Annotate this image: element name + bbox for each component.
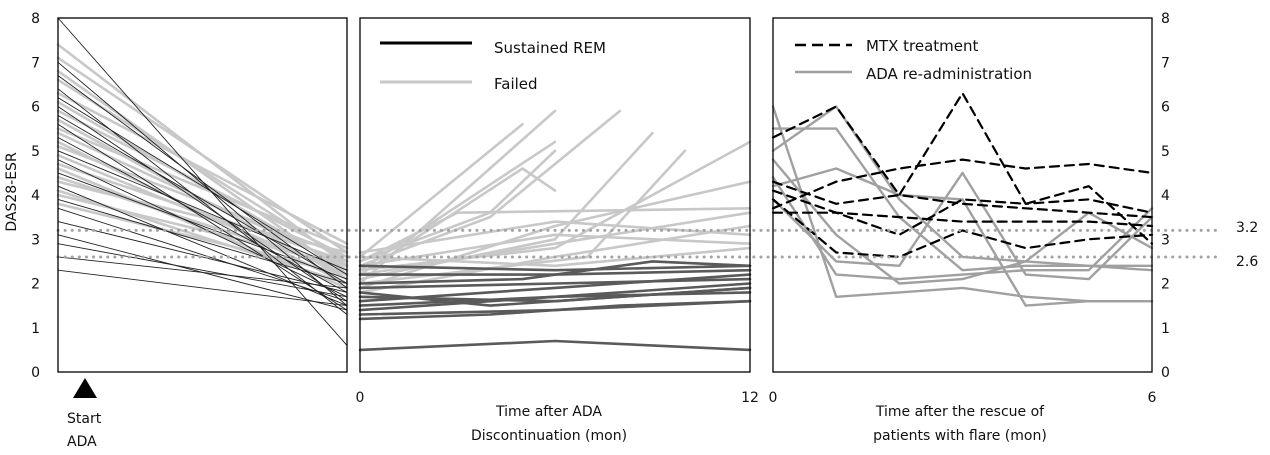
- series-line-start-baseline-19: [57, 269, 348, 307]
- panel2-xlabel-line2: Discontinuation (mon): [471, 428, 627, 444]
- series-line-discontinuation-sustained-7: [358, 282, 752, 312]
- series-line-rescue-ada_re-8: [771, 105, 1154, 267]
- series-line-start-baseline-4: [57, 97, 348, 276]
- legend-mtx-label: MTX treatment: [866, 37, 979, 55]
- series-line-start-failed-38: [56, 193, 349, 268]
- series-line-rescue-ada_re-11: [771, 167, 1154, 307]
- y-tick-left-6: 6: [31, 100, 40, 116]
- series-line-discontinuation-failed-20: [358, 140, 752, 272]
- y-tick-left-1: 1: [31, 321, 40, 337]
- y-tick-left-7: 7: [31, 55, 40, 71]
- panel-frame-2: [359, 17, 751, 373]
- panel3-xlabel-line1: Time after the rescue of: [875, 404, 1045, 420]
- series-lines: [56, 17, 1154, 352]
- y-tick-right-1: 1: [1161, 321, 1170, 337]
- series-line-rescue-mtx-5: [771, 198, 1154, 258]
- series-line-discontinuation-sustained-9: [358, 299, 752, 321]
- series-line-rescue-mtx-4: [771, 211, 1154, 228]
- series-line-start-baseline-14: [57, 207, 348, 302]
- series-line-rescue-mtx-2: [771, 158, 1154, 210]
- y-tick-left-5: 5: [31, 144, 40, 160]
- ref-label-3-2: 3.2: [1236, 220, 1258, 236]
- series-line-discontinuation-sustained-8: [358, 286, 752, 307]
- ref-label-2-6: 2.6: [1236, 254, 1258, 270]
- series-line-rescue-mtx-1: [771, 180, 1154, 219]
- x-tick-rescue-6: 6: [1148, 390, 1157, 406]
- y-tick-right-3: 3: [1161, 232, 1170, 248]
- y-tick-left-8: 8: [31, 11, 40, 27]
- series-line-start-baseline-8: [57, 137, 348, 293]
- legend-sustained-label: Sustained REM: [494, 39, 606, 57]
- series-line-rescue-ada_re-10: [771, 171, 1154, 281]
- start-marker-triangle: [73, 378, 97, 398]
- series-line-start-baseline-15: [57, 221, 348, 293]
- y-tick-right-0: 0: [1161, 365, 1170, 381]
- series-line-start-baseline-13: [57, 198, 348, 284]
- series-line-discontinuation-sustained-6: [358, 264, 752, 272]
- legend-ada-re-label: ADA re-administration: [866, 65, 1032, 83]
- series-line-start-baseline-17: [57, 243, 348, 298]
- y-tick-left-2: 2: [31, 277, 40, 293]
- start-label-line2: ADA: [67, 434, 97, 450]
- series-line-start-baseline-11: [57, 172, 348, 280]
- series-line-rescue-mtx-0: [771, 92, 1154, 214]
- series-line-discontinuation-sustained-4: [358, 277, 752, 290]
- series-line-start-baseline-6: [57, 114, 348, 284]
- series-line-discontinuation-failed-15: [358, 167, 557, 276]
- y-axis-label: DAS28-ESR: [4, 152, 20, 232]
- series-line-discontinuation-failed-17: [358, 109, 622, 268]
- y-tick-right-8: 8: [1161, 11, 1170, 27]
- series-line-discontinuation-failed-27: [358, 233, 752, 268]
- series-line-start-baseline-3: [57, 88, 348, 315]
- y-tick-left-0: 0: [31, 365, 40, 381]
- series-line-rescue-ada_re-9: [771, 176, 1154, 281]
- y-tick-right-6: 6: [1161, 100, 1170, 116]
- y-tick-right-4: 4: [1161, 188, 1170, 204]
- series-line-start-baseline-5: [57, 106, 348, 302]
- series-line-discontinuation-failed-23: [358, 220, 752, 254]
- series-line-discontinuation-failed-25: [358, 246, 752, 268]
- reference-lines: [56, 228, 1224, 259]
- panel-frame-1: [57, 17, 348, 373]
- series-line-start-baseline-1: [57, 61, 348, 307]
- series-line-start-baseline-18: [57, 256, 348, 289]
- y-tick-right-2: 2: [1161, 277, 1170, 293]
- y-tick-left-4: 4: [31, 188, 40, 204]
- x-tick-discontinuation-0: 0: [356, 390, 365, 406]
- series-line-start-failed-24: [56, 91, 349, 245]
- series-line-start-baseline-2: [57, 75, 348, 289]
- series-line-start-baseline-7: [57, 123, 348, 311]
- series-line-start-failed-28: [56, 127, 349, 250]
- series-line-discontinuation-failed-22: [358, 207, 752, 263]
- series-line-discontinuation-sustained-11: [358, 273, 752, 303]
- legends: [380, 41, 852, 84]
- series-line-discontinuation-failed-24: [358, 211, 752, 276]
- series-line-discontinuation-failed-16: [358, 122, 524, 259]
- legend-failed-label: Failed: [494, 75, 538, 93]
- series-line-discontinuation-failed-18: [358, 131, 654, 281]
- panel2-xlabel-line1: Time after ADA: [495, 404, 602, 420]
- x-tick-rescue-0: 0: [769, 390, 778, 406]
- y-tick-right-7: 7: [1161, 55, 1170, 71]
- axis-ticks: 0 01 12 23 34 45 56 67 78 80 12 0 6: [31, 11, 1170, 406]
- panel3-xlabel-line2: patients with flare (mon): [873, 428, 1047, 444]
- panel-frame-3: [772, 17, 1153, 373]
- series-line-start-baseline-9: [57, 150, 348, 271]
- start-label-line1: Start: [67, 411, 102, 427]
- panel-frames: [57, 17, 1153, 373]
- series-line-discontinuation-sustained-0: [358, 339, 752, 352]
- x-tick-discontinuation-12: 12: [741, 390, 759, 406]
- series-line-start-failed-39: [56, 202, 349, 276]
- y-tick-left-3: 3: [31, 232, 40, 248]
- series-line-discontinuation-sustained-10: [358, 260, 752, 285]
- series-line-start-baseline-10: [57, 159, 348, 298]
- y-tick-right-5: 5: [1161, 144, 1170, 160]
- series-line-start-failed-33: [56, 162, 349, 263]
